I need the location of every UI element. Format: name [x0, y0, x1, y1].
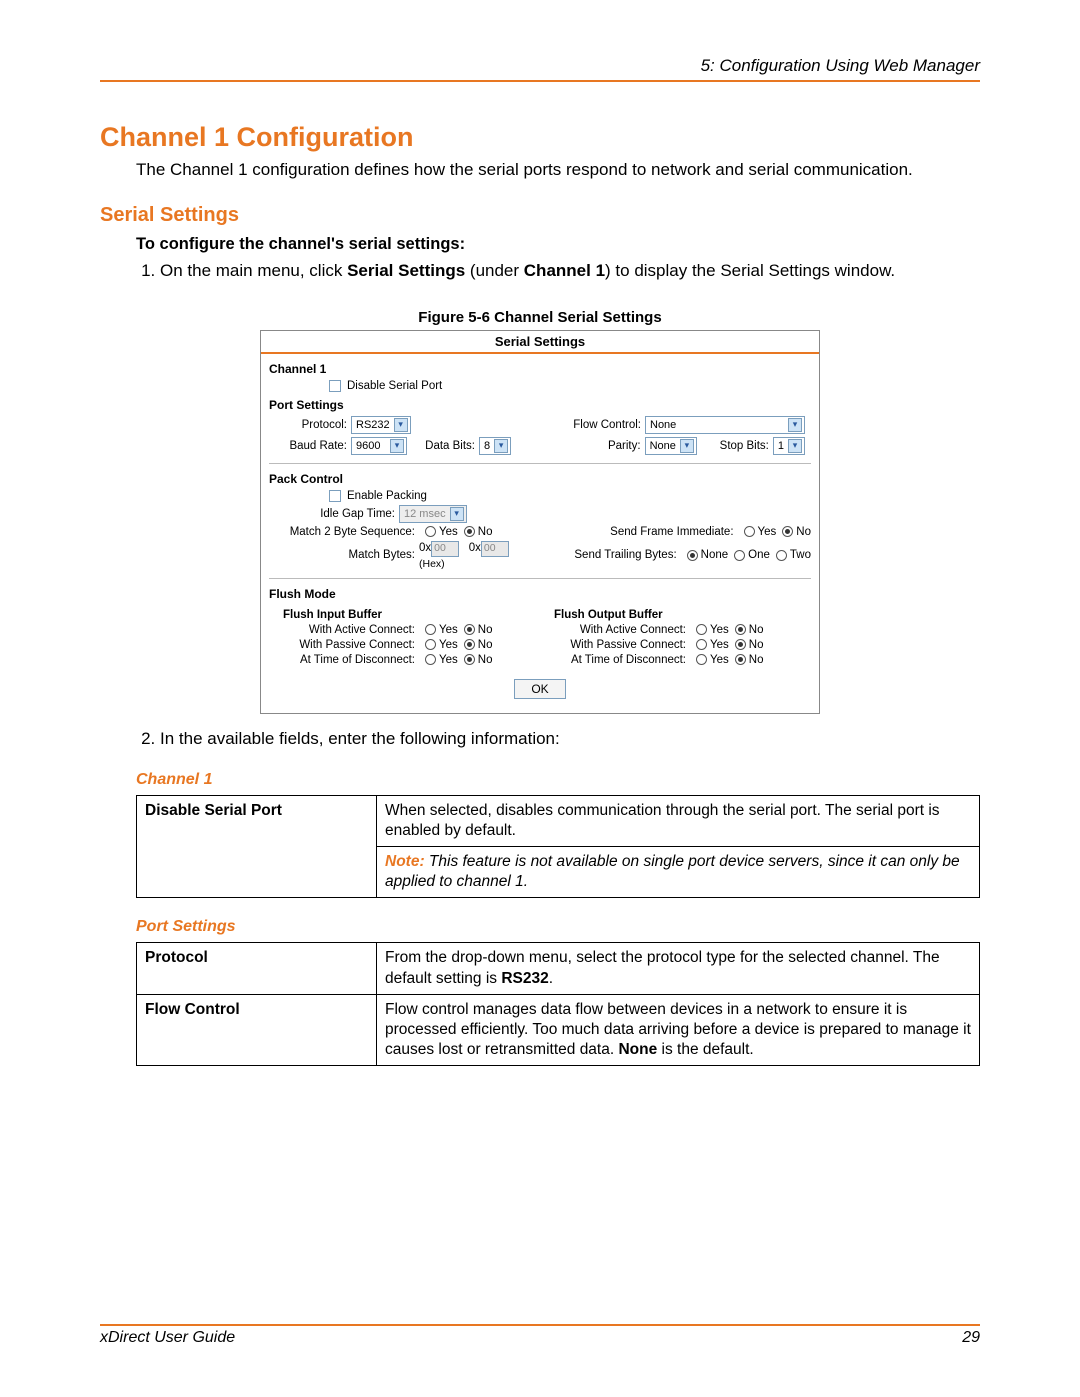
flow-control-select[interactable]: None▾: [645, 416, 805, 434]
fi-passive-yes[interactable]: [425, 639, 436, 650]
flush-output-label: Flush Output Buffer: [554, 609, 811, 621]
matchbytes-label: Match Bytes:: [269, 549, 419, 561]
trail-two-radio[interactable]: [776, 550, 787, 561]
fo-active-label: With Active Connect:: [540, 624, 690, 636]
ok-button[interactable]: OK: [514, 679, 565, 699]
disable-serial-label: Disable Serial Port: [347, 380, 442, 392]
chevron-down-icon: ▾: [390, 439, 404, 453]
fo-passive-no[interactable]: [735, 639, 746, 650]
table2-title: Port Settings: [136, 918, 980, 936]
channel1-table: Disable Serial Port When selected, disab…: [136, 795, 980, 899]
chevron-down-icon: ▾: [450, 507, 464, 521]
flow-control-desc: Flow control manages data flow between d…: [377, 994, 980, 1065]
fi-active-yes[interactable]: [425, 624, 436, 635]
sendframe-label: Send Frame Immediate:: [588, 526, 738, 538]
port-settings-table: Protocol From the drop-down menu, select…: [136, 942, 980, 1066]
table1-title: Channel 1: [136, 771, 980, 789]
instruction-lead: To configure the channel's serial settin…: [136, 235, 980, 254]
enable-packing-checkbox[interactable]: [329, 490, 341, 502]
trail-one-radio[interactable]: [734, 550, 745, 561]
enable-packing-label: Enable Packing: [347, 490, 427, 502]
protocol-desc: From the drop-down menu, select the prot…: [377, 943, 980, 994]
data-bits-label: Data Bits:: [413, 440, 479, 452]
pack-control-label: Pack Control: [269, 472, 811, 486]
match2-label: Match 2 Byte Sequence:: [269, 526, 419, 538]
chevron-down-icon: ▾: [494, 439, 508, 453]
chevron-down-icon: ▾: [680, 439, 694, 453]
idle-gap-select[interactable]: 12 msec▾: [399, 505, 467, 523]
page-title: Channel 1 Configuration: [100, 122, 980, 153]
protocol-label: Protocol:: [269, 419, 351, 431]
intro-text: The Channel 1 configuration defines how …: [136, 159, 980, 182]
match2-no-radio[interactable]: [464, 526, 475, 537]
hex-note: (Hex): [419, 558, 509, 570]
data-bits-select[interactable]: 8▾: [479, 437, 511, 455]
flush-input-label: Flush Input Buffer: [283, 609, 540, 621]
sendframe-no-radio[interactable]: [782, 526, 793, 537]
chevron-down-icon: ▾: [394, 418, 408, 432]
dialog-title: Serial Settings: [261, 331, 819, 354]
breadcrumb: 5: Configuration Using Web Manager: [100, 56, 980, 80]
protocol-key: Protocol: [137, 943, 377, 994]
channel-label: Channel 1: [269, 362, 811, 376]
fi-active-label: With Active Connect:: [269, 624, 419, 636]
flow-control-label: Flow Control:: [555, 419, 645, 431]
matchbytes-hex1[interactable]: 00: [431, 541, 459, 557]
parity-select[interactable]: None▾: [645, 437, 697, 455]
fi-passive-no[interactable]: [464, 639, 475, 650]
fo-disc-label: At Time of Disconnect:: [540, 654, 690, 666]
fo-disc-yes[interactable]: [696, 654, 707, 665]
step-2: In the available fields, enter the follo…: [160, 728, 980, 751]
step-1: On the main menu, click Serial Settings …: [160, 260, 980, 283]
trail-none-radio[interactable]: [687, 550, 698, 561]
figure-caption: Figure 5-6 Channel Serial Settings: [100, 309, 980, 326]
page-number: 29: [962, 1329, 980, 1347]
fo-active-no[interactable]: [735, 624, 746, 635]
fi-passive-label: With Passive Connect:: [269, 639, 419, 651]
matchbytes-hex2[interactable]: 00: [481, 541, 509, 557]
flush-mode-label: Flush Mode: [269, 587, 811, 601]
baud-rate-label: Baud Rate:: [269, 440, 351, 452]
parity-label: Parity:: [595, 440, 645, 452]
serial-settings-dialog: Serial Settings Channel 1 Disable Serial…: [260, 330, 820, 714]
protocol-select[interactable]: RS232▾: [351, 416, 411, 434]
disable-serial-desc: When selected, disables communication th…: [377, 795, 980, 846]
disable-serial-key: Disable Serial Port: [137, 795, 377, 898]
fo-passive-yes[interactable]: [696, 639, 707, 650]
fo-disc-no[interactable]: [735, 654, 746, 665]
baud-rate-select[interactable]: 9600▾: [351, 437, 407, 455]
idle-gap-label: Idle Gap Time:: [269, 508, 399, 520]
sendtrail-label: Send Trailing Bytes:: [551, 549, 681, 561]
sendframe-yes-radio[interactable]: [744, 526, 755, 537]
fi-disc-yes[interactable]: [425, 654, 436, 665]
match2-yes-radio[interactable]: [425, 526, 436, 537]
stop-bits-label: Stop Bits:: [703, 440, 773, 452]
disable-serial-checkbox[interactable]: [329, 380, 341, 392]
fi-active-no[interactable]: [464, 624, 475, 635]
port-settings-label: Port Settings: [269, 398, 811, 412]
stop-bits-select[interactable]: 1▾: [773, 437, 805, 455]
fi-disc-label: At Time of Disconnect:: [269, 654, 419, 666]
chevron-down-icon: ▾: [788, 418, 802, 432]
footer-left: xDirect User Guide: [100, 1329, 235, 1347]
fo-passive-label: With Passive Connect:: [540, 639, 690, 651]
subsection-title: Serial Settings: [100, 204, 980, 227]
fo-active-yes[interactable]: [696, 624, 707, 635]
disable-serial-note: Note: This feature is not available on s…: [377, 847, 980, 898]
chevron-down-icon: ▾: [788, 439, 802, 453]
fi-disc-no[interactable]: [464, 654, 475, 665]
flow-control-key: Flow Control: [137, 994, 377, 1065]
